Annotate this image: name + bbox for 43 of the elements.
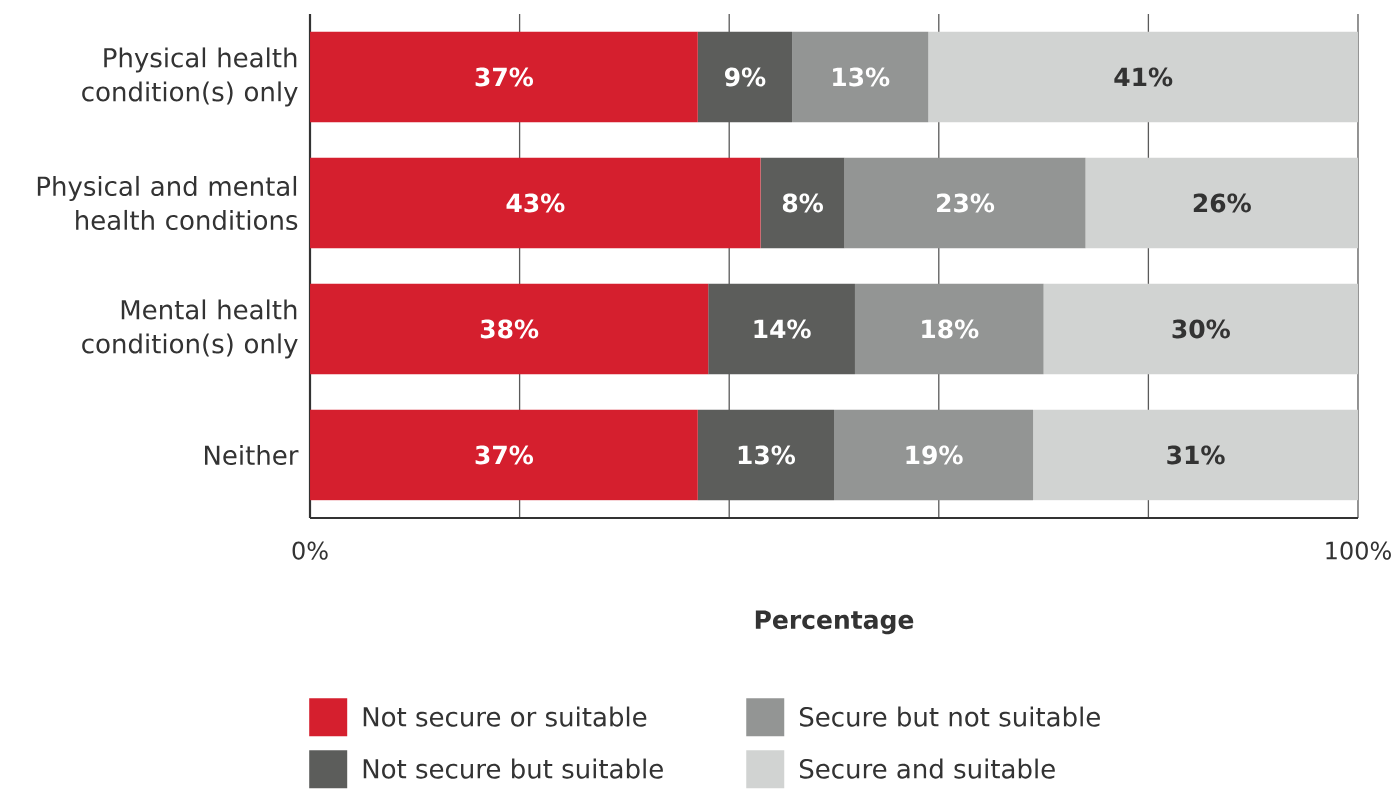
bar [1085, 157, 1358, 249]
data-label: 8% [782, 193, 823, 213]
data-label: 13% [833, 67, 890, 87]
x-axis-title: Percentage [755, 610, 914, 635]
data-label: 31% [1167, 445, 1225, 465]
legend-label: Secure but not suitable [799, 706, 1100, 727]
y-tick-label: Neither [205, 444, 299, 466]
data-label: 14% [754, 319, 811, 339]
data-label: 23% [937, 193, 995, 213]
data-label: 18% [922, 319, 979, 339]
bar [697, 409, 834, 501]
y-tick-label: Mental health condition(s) only [82, 299, 298, 359]
data-label: 38% [480, 319, 539, 339]
bar [310, 283, 709, 375]
data-label: 13% [738, 445, 796, 465]
bar [854, 283, 1044, 375]
legend-label: Not secure but suitable [363, 758, 663, 779]
data-label: 19% [906, 445, 963, 465]
bar [310, 157, 761, 249]
bar [760, 157, 845, 249]
data-label: 26% [1193, 193, 1251, 213]
data-label: 9% [725, 67, 766, 87]
bar [310, 409, 698, 501]
data-label: 43% [506, 193, 565, 213]
bar [310, 31, 698, 123]
legend-label: Secure and suitable [799, 758, 1055, 779]
data-label: 41% [1114, 67, 1173, 87]
bar [834, 409, 1034, 501]
bar [1033, 409, 1358, 501]
y-tick-label: Physical and mental health conditions [37, 175, 298, 231]
data-label: 30% [1172, 319, 1230, 339]
data-label: 37% [475, 445, 534, 465]
bar [1043, 283, 1358, 375]
bar [928, 31, 1358, 123]
bar [844, 157, 1086, 249]
x-tick-label: 100% [1326, 541, 1391, 560]
x-tick-label: 0% [292, 541, 328, 560]
bar [697, 31, 793, 123]
bar [792, 31, 929, 123]
bar [708, 283, 855, 375]
legend-label: Not secure or suitable [363, 706, 647, 727]
y-tick-label: Physical health condition(s) only [82, 47, 298, 107]
data-label: 37% [475, 67, 534, 87]
